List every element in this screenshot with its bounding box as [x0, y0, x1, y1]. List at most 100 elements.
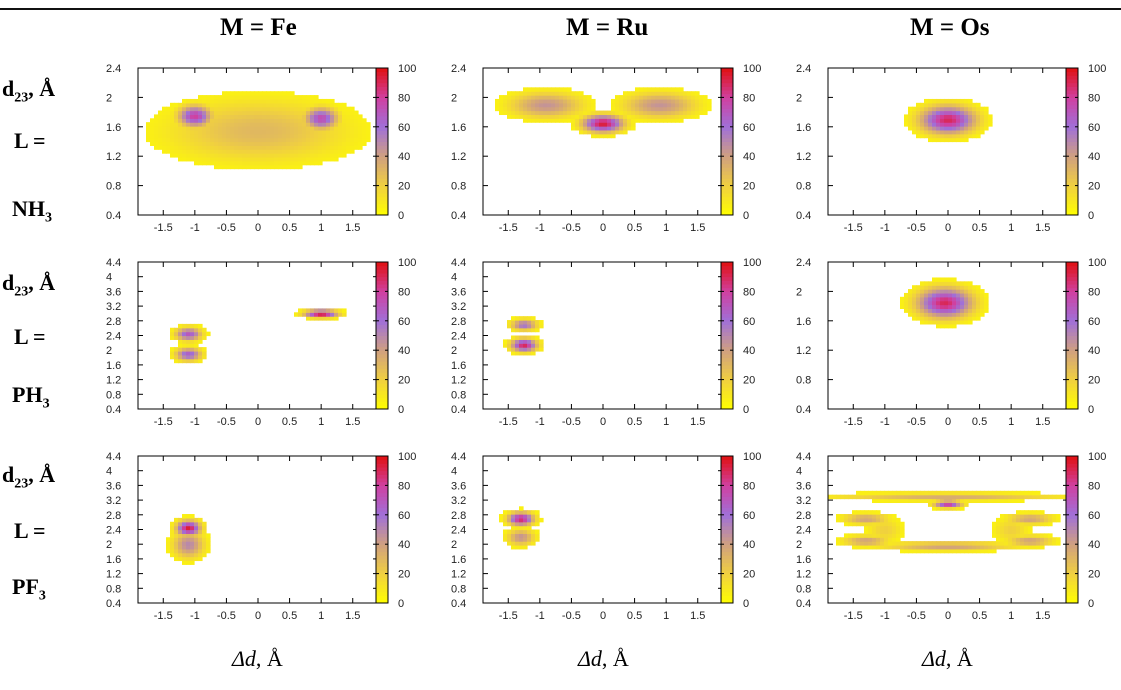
colorbar-segment	[721, 284, 733, 289]
heatmap-cell	[182, 126, 187, 131]
heatmap-cell	[667, 114, 672, 119]
heatmap-cell	[523, 327, 528, 333]
heatmap-cell	[651, 118, 656, 123]
heatmap-cell	[956, 490, 961, 496]
heatmap-cell	[334, 149, 339, 154]
heatmap-cell	[298, 137, 303, 143]
heatmap-cell	[326, 98, 331, 104]
heatmap-cell	[944, 114, 949, 119]
heatmap-cell	[194, 323, 199, 329]
colorbar-frame	[720, 261, 734, 410]
heatmap-cell	[358, 129, 363, 135]
heatmap-cell	[198, 160, 203, 166]
heatmap-cell	[896, 521, 901, 527]
heatmap-cell	[924, 300, 929, 306]
heatmap-cell	[306, 129, 311, 135]
heatmap-cell	[892, 517, 897, 523]
heatmap-cell	[571, 106, 576, 112]
heatmap-cell	[575, 91, 580, 96]
heatmap-cell	[952, 296, 957, 302]
heatmap-cell	[1016, 537, 1021, 542]
colorbar-segment	[376, 481, 388, 486]
heatmap-cell	[531, 110, 536, 116]
heatmap-cell	[956, 498, 961, 504]
heatmap-cell	[186, 347, 191, 352]
colorbar-segment	[376, 112, 388, 117]
heatmap-cell	[230, 129, 235, 135]
heatmap-cell	[330, 98, 335, 104]
y-tick-label: 1.6	[796, 554, 811, 566]
colorbar-segment	[721, 156, 733, 161]
heatmap-cell	[186, 122, 191, 127]
heatmap-cell	[539, 91, 544, 96]
heatmap-cell	[912, 498, 917, 504]
heatmap-cell	[940, 122, 945, 127]
heatmap-cell	[932, 122, 937, 127]
heatmap-cell	[1008, 514, 1013, 519]
heatmap-cell	[924, 129, 929, 135]
heatmap-cell	[699, 106, 704, 112]
heatmap-cell	[988, 494, 993, 500]
heatmap-cell	[956, 102, 961, 108]
heatmap-cell	[928, 312, 933, 317]
heatmap-cell	[880, 529, 885, 534]
heatmap-cell	[960, 122, 965, 127]
heatmap-cell	[1020, 537, 1025, 542]
heatmap-cell	[170, 327, 175, 333]
heatmap-cell	[1024, 514, 1029, 519]
colorbar-segment	[376, 174, 388, 179]
heatmap-cell	[908, 490, 913, 496]
heatmap-cell	[170, 354, 175, 360]
colorbar-segment	[721, 390, 733, 395]
colorbar-segment	[721, 503, 733, 508]
heatmap-cell	[631, 126, 636, 131]
heatmap-cell	[170, 347, 175, 352]
colorbar-segment	[1066, 141, 1078, 146]
heatmap-cell	[170, 129, 175, 135]
heatmap-cell	[194, 102, 199, 108]
heatmap-cell	[924, 292, 929, 298]
heatmap-cell	[880, 537, 885, 542]
heatmap-cell	[258, 91, 263, 96]
heatmap-cell	[166, 544, 171, 550]
heatmap-cell	[936, 316, 941, 321]
heatmap-cell	[1032, 544, 1037, 550]
heatmap-cell	[274, 126, 279, 131]
heatmap-cell	[511, 320, 516, 325]
heatmap-cell	[531, 320, 536, 325]
heatmap-cell	[254, 126, 259, 131]
heatmap-cell	[226, 95, 231, 100]
heatmap-cell	[599, 118, 604, 123]
heatmap-cell	[968, 494, 973, 500]
colorbar-segment	[376, 152, 388, 157]
heatmap-cell	[226, 164, 231, 170]
y-tick-label: 1.2	[796, 569, 811, 581]
heatmap-cell	[206, 533, 211, 538]
heatmap-cell	[178, 347, 183, 352]
heatmap-cell	[996, 517, 1001, 523]
heatmap-cell	[543, 95, 548, 100]
heatmap-cell	[900, 544, 905, 550]
heatmap-cell	[1024, 533, 1029, 538]
heatmap-cell	[900, 296, 905, 302]
heatmap-cell	[948, 292, 953, 298]
heatmap-cell	[507, 114, 512, 119]
heatmap-cell	[182, 347, 187, 352]
heatmap-cell	[186, 537, 191, 542]
heatmap-cell	[659, 91, 664, 96]
heatmap-cell	[615, 118, 620, 123]
colorbar-segment	[1066, 79, 1078, 84]
heatmap-cell	[166, 114, 171, 119]
heatmap-cell	[302, 312, 307, 317]
heatmap-cell	[206, 544, 211, 550]
heatmap-cell	[944, 106, 949, 112]
heatmap-cell	[358, 133, 363, 139]
colorbar-segment	[721, 152, 733, 157]
heatmap-cell	[234, 133, 239, 139]
heatmap-cell	[936, 544, 941, 550]
heatmap-cell	[896, 537, 901, 542]
heatmap-cell	[194, 541, 199, 546]
heatmap-cell	[166, 118, 171, 123]
heatmap-cell	[198, 323, 203, 329]
